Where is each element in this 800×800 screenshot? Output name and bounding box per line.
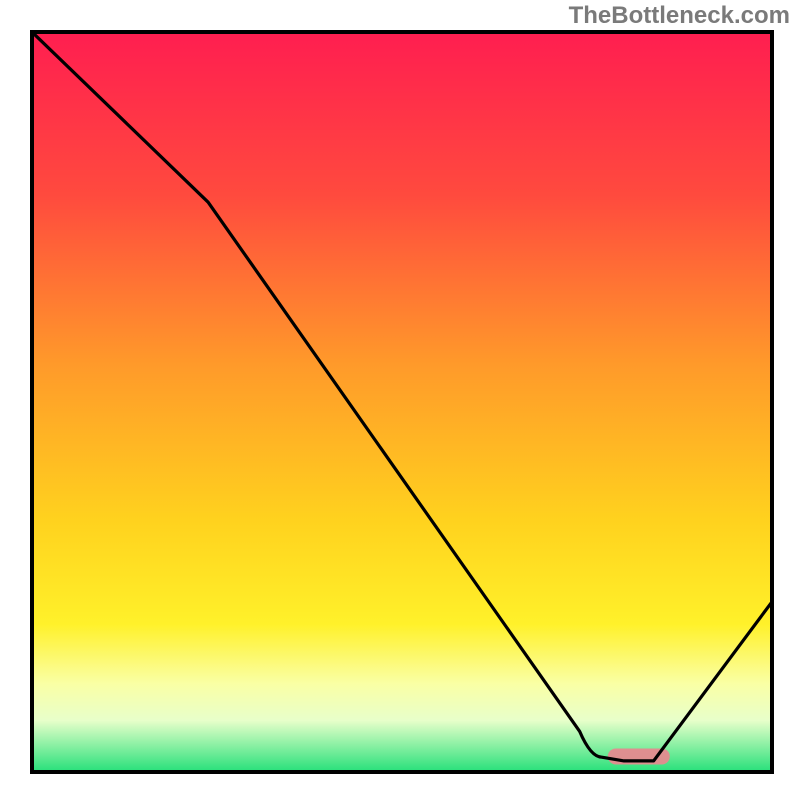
watermark-label: TheBottleneck.com: [569, 2, 790, 30]
gradient-background: [32, 32, 772, 772]
chart-container: { "meta": { "watermark": "TheBottleneck.…: [0, 0, 800, 800]
bottleneck-chart: [0, 0, 800, 800]
